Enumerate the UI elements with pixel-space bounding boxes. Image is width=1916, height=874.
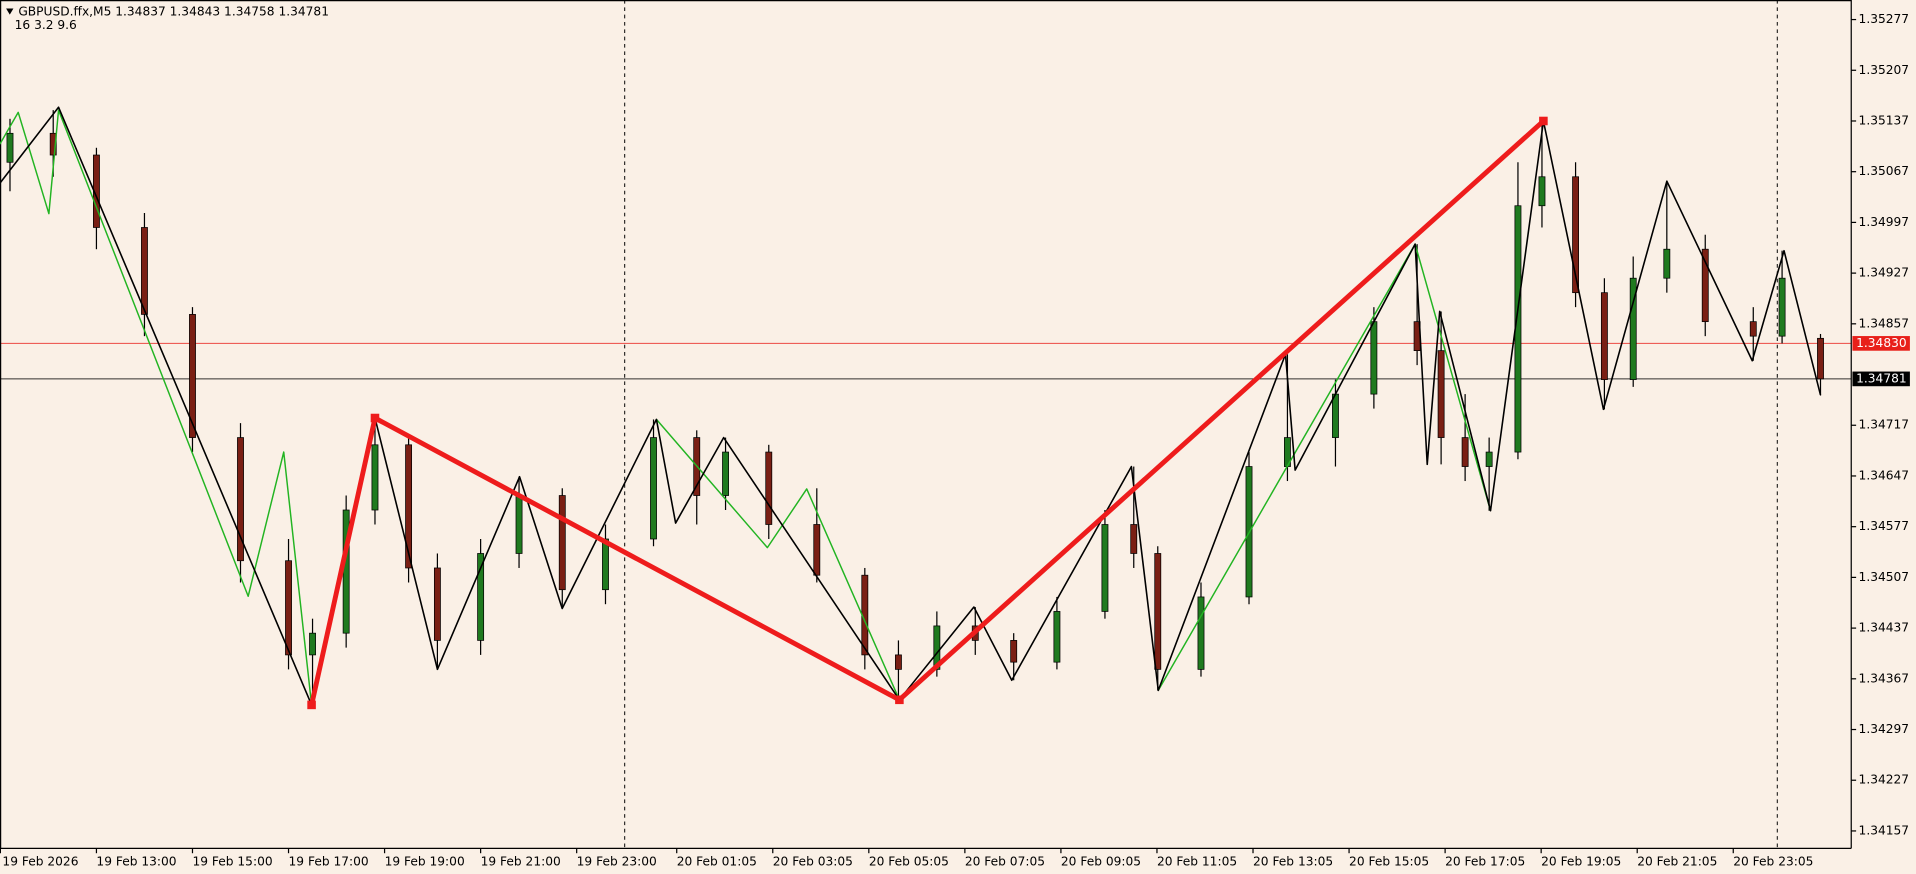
candle-body	[558, 495, 566, 591]
x-tick-label: 19 Feb 15:00	[192, 854, 272, 868]
y-tick-label: 1.35277	[1859, 12, 1910, 26]
x-tick-label: 20 Feb 21:05	[1637, 854, 1717, 868]
x-tick-label: 20 Feb 19:05	[1541, 854, 1621, 868]
x-tick-label: 20 Feb 01:05	[677, 854, 757, 868]
y-tick-label: 1.34157	[1859, 823, 1910, 837]
candle-body	[1130, 524, 1138, 554]
candle-body	[433, 567, 441, 641]
y-tick-label: 1.34857	[1859, 316, 1910, 330]
x-tick-label: 19 Feb 21:00	[481, 854, 561, 868]
x-tick-label: 19 Feb 19:00	[385, 854, 465, 868]
candle-body	[1600, 292, 1608, 380]
price-label: 1.34781	[1856, 371, 1907, 385]
x-tick-label: 20 Feb 07:05	[965, 854, 1045, 868]
x-tick-label: 20 Feb 11:05	[1157, 854, 1237, 868]
candle-body	[1154, 553, 1162, 670]
candle-body	[1053, 611, 1061, 663]
candle-body	[1663, 248, 1671, 279]
candle-body	[1101, 524, 1109, 612]
x-tick-label: 20 Feb 03:05	[773, 854, 853, 868]
candle-body	[49, 132, 57, 156]
candle-body	[1749, 321, 1757, 337]
candle-body	[1485, 451, 1493, 467]
y-tick-label: 1.35067	[1859, 164, 1910, 178]
y-tick-label: 1.35137	[1859, 113, 1910, 127]
candle-body	[1461, 437, 1469, 467]
candle-body	[1701, 248, 1709, 323]
candle-body	[650, 437, 657, 540]
x-tick-label: 20 Feb 17:05	[1445, 854, 1525, 868]
y-tick-label: 1.35207	[1859, 63, 1910, 77]
price-label-box	[1852, 371, 1910, 387]
candle-body	[722, 451, 729, 496]
candle-body	[1629, 277, 1637, 380]
y-tick-label: 1.34227	[1859, 773, 1910, 787]
candle-body	[895, 654, 902, 670]
zigzag-point	[1539, 116, 1548, 126]
candle-body	[602, 538, 609, 591]
y-tick-label: 1.34367	[1859, 671, 1910, 685]
zigzag-point	[895, 695, 904, 705]
candle-body	[1538, 176, 1546, 207]
y-tick-label: 1.34437	[1859, 621, 1910, 635]
candle-body	[1572, 176, 1579, 294]
candle-body	[1817, 337, 1824, 380]
x-tick-label: 20 Feb 13:05	[1253, 854, 1333, 868]
indicator-params: 16 3.2 9.6	[15, 18, 77, 32]
candle-body	[405, 444, 413, 569]
candle-body	[1370, 321, 1378, 395]
candle-body	[285, 560, 292, 656]
x-tick-label: 19 Feb 23:00	[577, 854, 657, 868]
x-tick-label: 20 Feb 23:05	[1733, 854, 1813, 868]
candle-body	[237, 437, 244, 562]
candle-body	[1010, 640, 1018, 663]
y-tick-label: 1.34577	[1859, 519, 1910, 533]
candle-body	[1332, 393, 1339, 438]
x-tick-label: 19 Feb 13:00	[96, 854, 176, 868]
candle-body	[515, 495, 523, 554]
candle-body	[371, 444, 379, 511]
x-tick-label: 19 Feb 17:00	[289, 854, 369, 868]
x-tick-label: 19 Feb 2026	[2, 854, 78, 868]
price-label-box	[1852, 336, 1910, 351]
x-tick-label: 20 Feb 09:05	[1061, 854, 1141, 868]
y-tick-label: 1.34717	[1859, 418, 1910, 432]
x-tick-label: 20 Feb 15:05	[1349, 854, 1429, 868]
candle-body	[6, 132, 14, 163]
y-tick-label: 1.34647	[1859, 468, 1910, 482]
chart-title: GBPUSD.ffx,M5 1.34837 1.34843 1.34758 1.…	[18, 5, 329, 19]
candle-body	[1437, 350, 1445, 438]
y-tick-label: 1.34927	[1859, 266, 1910, 280]
zigzag-point	[370, 413, 380, 423]
zigzag-line	[309, 119, 1546, 706]
price-label: 1.34830	[1856, 336, 1907, 350]
zigzag-point	[307, 700, 316, 710]
collapse-arrow[interactable]	[6, 8, 14, 15]
candle-body	[189, 314, 196, 438]
candle-body	[477, 553, 485, 641]
candle-body	[813, 524, 821, 576]
zigzag-line	[0, 106, 1822, 706]
x-tick-label: 20 Feb 05:05	[869, 854, 949, 868]
candle-body	[933, 625, 941, 670]
candle-body	[765, 451, 773, 525]
y-tick-label: 1.34297	[1859, 722, 1910, 736]
candle-body	[1197, 596, 1205, 670]
candle-body	[309, 632, 316, 656]
candle-body	[141, 227, 148, 315]
y-tick-label: 1.34507	[1859, 570, 1910, 584]
candle-body	[1778, 277, 1786, 337]
y-tick-label: 1.34997	[1859, 215, 1910, 229]
